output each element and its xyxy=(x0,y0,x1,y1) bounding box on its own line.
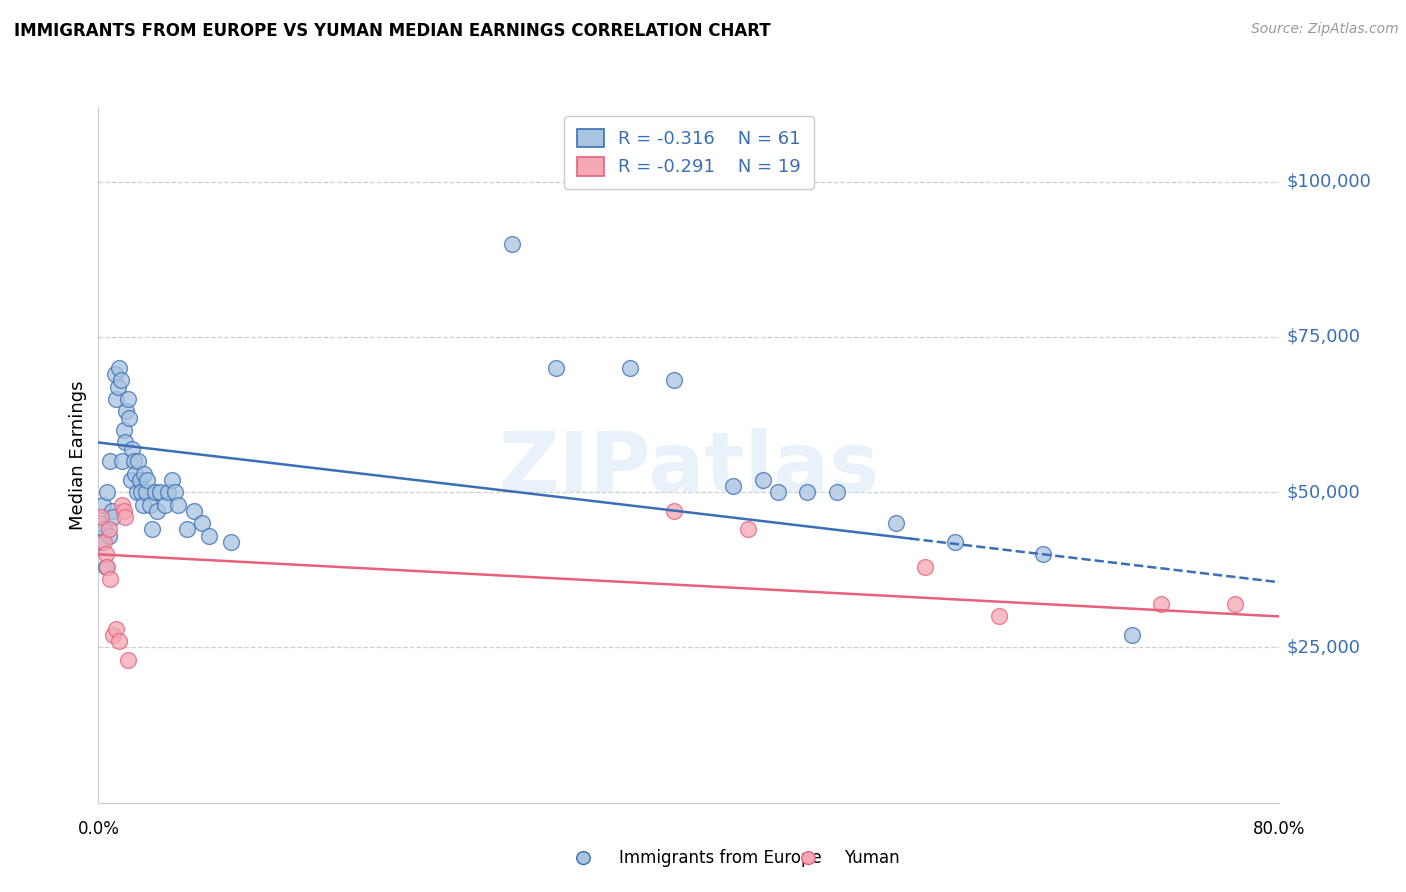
Point xyxy=(501,236,523,251)
Point xyxy=(125,485,148,500)
Point xyxy=(751,473,773,487)
Point xyxy=(128,473,150,487)
Point xyxy=(129,485,152,500)
Text: Immigrants from Europe: Immigrants from Europe xyxy=(619,849,821,867)
Point xyxy=(89,516,111,531)
Point xyxy=(111,454,134,468)
Point xyxy=(127,454,149,468)
Point xyxy=(103,510,125,524)
Point xyxy=(796,485,818,500)
Point xyxy=(664,504,686,518)
Point xyxy=(104,367,127,381)
Point xyxy=(93,534,115,549)
Text: Yuman: Yuman xyxy=(844,849,900,867)
Point xyxy=(94,559,117,574)
Point xyxy=(183,504,205,518)
Point xyxy=(544,360,567,375)
Point xyxy=(108,634,131,648)
Point xyxy=(165,485,187,500)
Point xyxy=(987,609,1010,624)
Point xyxy=(1223,597,1246,611)
Point xyxy=(167,498,190,512)
Point xyxy=(112,504,135,518)
Point xyxy=(97,529,120,543)
Point xyxy=(1150,597,1173,611)
Point xyxy=(153,498,176,512)
Point xyxy=(141,523,163,537)
Point xyxy=(124,467,146,481)
Point xyxy=(1032,547,1054,561)
Legend: R = -0.316    N = 61, R = -0.291    N = 19: R = -0.316 N = 61, R = -0.291 N = 19 xyxy=(564,116,814,189)
Point xyxy=(146,504,169,518)
Point xyxy=(118,410,141,425)
Point xyxy=(96,485,118,500)
Point xyxy=(98,454,121,468)
Point xyxy=(117,392,139,406)
Point xyxy=(111,498,134,512)
Point xyxy=(115,404,138,418)
Point xyxy=(139,498,162,512)
Point xyxy=(121,442,143,456)
Point xyxy=(100,504,122,518)
Point xyxy=(114,435,136,450)
Text: $100,000: $100,000 xyxy=(1286,172,1371,191)
Point xyxy=(135,485,157,500)
Point xyxy=(664,373,686,387)
Y-axis label: Median Earnings: Median Earnings xyxy=(69,380,87,530)
Point xyxy=(914,559,936,574)
Point xyxy=(176,523,198,537)
Text: 0.0%: 0.0% xyxy=(77,820,120,838)
Point xyxy=(94,547,117,561)
Point xyxy=(96,559,118,574)
Point xyxy=(108,360,131,375)
Point xyxy=(721,479,744,493)
Point xyxy=(90,534,112,549)
Point xyxy=(766,485,789,500)
Text: 80.0%: 80.0% xyxy=(1253,820,1306,838)
Point xyxy=(884,516,907,531)
Point xyxy=(105,622,128,636)
Text: IMMIGRANTS FROM EUROPE VS YUMAN MEDIAN EARNINGS CORRELATION CHART: IMMIGRANTS FROM EUROPE VS YUMAN MEDIAN E… xyxy=(14,22,770,40)
Point xyxy=(619,360,641,375)
Point xyxy=(825,485,848,500)
Point xyxy=(136,473,159,487)
Point xyxy=(156,485,179,500)
Point xyxy=(737,523,759,537)
Point xyxy=(198,529,221,543)
Point xyxy=(97,523,120,537)
Point xyxy=(1121,628,1143,642)
Text: $50,000: $50,000 xyxy=(1286,483,1360,501)
Point xyxy=(110,373,132,387)
Point xyxy=(132,498,155,512)
Point xyxy=(149,485,172,500)
Text: ZIPatlas: ZIPatlas xyxy=(499,428,879,509)
Point xyxy=(93,523,115,537)
Text: $75,000: $75,000 xyxy=(1286,328,1361,346)
Point xyxy=(91,498,114,512)
Point xyxy=(105,392,128,406)
Point xyxy=(103,628,125,642)
Point xyxy=(219,534,242,549)
Text: $25,000: $25,000 xyxy=(1286,639,1361,657)
Text: Source: ZipAtlas.com: Source: ZipAtlas.com xyxy=(1251,22,1399,37)
Point xyxy=(90,510,112,524)
Point xyxy=(114,510,136,524)
Point xyxy=(107,379,129,393)
Point xyxy=(191,516,214,531)
Point xyxy=(122,454,145,468)
Point xyxy=(120,473,142,487)
Point xyxy=(134,467,156,481)
Point xyxy=(112,423,135,437)
Point xyxy=(943,534,966,549)
Point xyxy=(143,485,166,500)
Point xyxy=(117,653,139,667)
Point xyxy=(98,572,121,586)
Point xyxy=(162,473,183,487)
